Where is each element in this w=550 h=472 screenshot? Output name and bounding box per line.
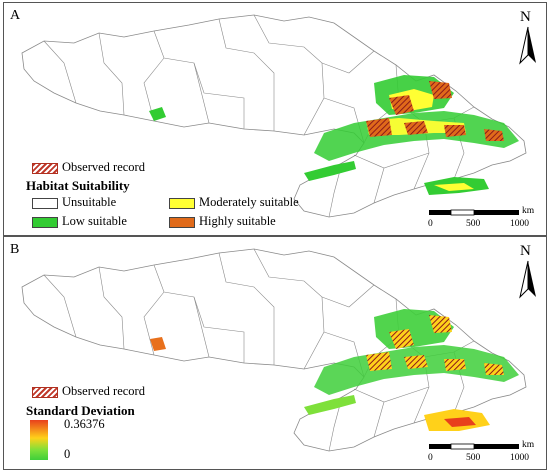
scale-tick-1000: 1000 [510, 453, 529, 463]
scale-tick-500: 500 [466, 219, 481, 229]
observed-records [366, 315, 504, 375]
gradient-max-label: 0.36376 [64, 417, 105, 431]
scale-tick-0: 0 [428, 453, 433, 463]
moderately-suitable-swatch [169, 198, 195, 209]
observed-record-label: Observed record [62, 384, 145, 398]
deviation-gradient-bar [30, 420, 48, 460]
north-arrow: N [514, 243, 542, 299]
scale-tick-500: 500 [466, 453, 481, 463]
highly-suitable-swatch [169, 217, 195, 228]
unsuitable-label: Unsuitable [62, 195, 117, 209]
highly-suitable-label: Highly suitable [199, 214, 276, 228]
north-label: N [520, 9, 531, 25]
scale-bar [429, 443, 519, 450]
scale-unit: km [522, 206, 535, 216]
map-panel-b: B [3, 236, 547, 470]
habitat-suitability-map [21, 14, 527, 218]
north-arrow-icon [519, 260, 536, 299]
province-boundaries [43, 248, 475, 452]
north-label: N [520, 243, 531, 259]
legend-title: Habitat Suitability [26, 178, 130, 193]
north-arrow-icon [519, 26, 536, 65]
gradient-min-label: 0 [64, 447, 71, 461]
map-panel-a: A [3, 2, 547, 236]
panel-label: A [10, 8, 21, 23]
observed-record-swatch [32, 387, 58, 398]
observed-record-label: Observed record [62, 160, 145, 174]
north-arrow: N [514, 9, 542, 65]
scale-tick-1000: 1000 [510, 219, 529, 229]
moderately-suitable-label: Moderately suitable [199, 195, 299, 209]
low-suitable-label: Low suitable [62, 214, 127, 228]
legend-title: Standard Deviation [26, 403, 135, 418]
scale-unit: km [522, 440, 535, 450]
scale-tick-0: 0 [428, 219, 433, 229]
observed-record-swatch [32, 163, 58, 174]
observed-records [366, 81, 504, 141]
standard-deviation-map [21, 248, 527, 452]
panel-label: B [10, 242, 20, 257]
unsuitable-swatch [32, 198, 58, 209]
low-suitable-swatch [32, 217, 58, 228]
scale-bar [429, 209, 519, 216]
